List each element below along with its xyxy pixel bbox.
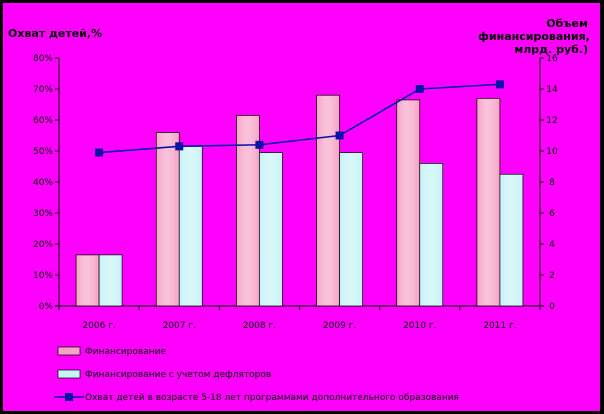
left-tick-label: 80% — [33, 54, 53, 64]
left-tick-label: 0% — [39, 302, 54, 312]
bar-highlight — [500, 175, 522, 305]
chart-legend: Финансирование Финансирование с учетом де… — [54, 346, 459, 403]
left-tick-label: 50% — [33, 147, 53, 157]
x-tick-label: 2008 г. — [243, 321, 276, 331]
left-tick-label: 60% — [33, 116, 53, 126]
coverage-point — [175, 142, 184, 151]
legend-coverage-label: Охват детей в возрасте 5-18 лет программ… — [85, 393, 459, 403]
bar-highlight — [77, 255, 99, 305]
chart-ticks: 0% 10% 20% 30% 40% 50% 60% 70% 80% 0 2 4 6 8 10 12 14 16 2… — [33, 54, 558, 331]
bar-highlight — [237, 116, 259, 305]
x-tick-label: 2010 г. — [403, 321, 436, 331]
x-tick-label: 2009 г. — [323, 321, 356, 331]
legend-financing-swatch — [57, 346, 81, 356]
bar-highlight — [260, 153, 282, 305]
coverage-line — [99, 83, 500, 154]
right-tick-label: 8 — [549, 178, 555, 188]
bar-highlight — [317, 96, 339, 305]
chart-axes — [58, 58, 541, 307]
chart-line — [95, 80, 504, 157]
bar-highlight — [397, 100, 419, 305]
legend-deflated-swatch — [57, 369, 81, 379]
right-tick-label: 4 — [549, 240, 555, 250]
right-axis-title-line-2: финансирования, — [478, 30, 590, 43]
coverage-point — [255, 140, 264, 149]
chart-background: Охват детей,% Объем финансирования, млрд… — [3, 3, 600, 411]
right-tick-label: 16 — [546, 54, 558, 64]
bar-highlight — [420, 164, 442, 305]
x-tick-label: 2006 г. — [82, 321, 115, 331]
bar-highlight — [180, 147, 202, 305]
left-tick-label: 20% — [33, 240, 53, 250]
right-tick-label: 2 — [549, 271, 555, 281]
right-tick-label: 12 — [546, 116, 557, 126]
bar-highlight — [100, 255, 122, 305]
chart-bars — [75, 94, 524, 307]
left-tick-label: 30% — [33, 209, 53, 219]
coverage-point — [335, 131, 344, 140]
chart-svg: 0% 10% 20% 30% 40% 50% 60% 70% 80% 0 2 4 6 8 10 12 14 16 2… — [33, 54, 558, 403]
right-tick-label: 6 — [549, 209, 555, 219]
bar-highlight — [340, 153, 362, 305]
x-tick-label: 2007 г. — [163, 321, 196, 331]
x-tick-label: 2011 г. — [483, 321, 516, 331]
legend-financing-label: Финансирование — [85, 347, 166, 357]
right-axis-title: Объем финансирования, млрд. руб.) — [478, 17, 590, 56]
legend-deflated-label: Финансирование с учетом дефляторов — [85, 370, 271, 380]
right-tick-label: 14 — [546, 85, 558, 95]
bar-highlight — [157, 133, 179, 305]
coverage-point — [415, 85, 424, 93]
left-tick-label: 40% — [33, 178, 53, 188]
left-tick-label: 70% — [33, 85, 53, 95]
legend-coverage-swatch-marker — [65, 393, 73, 401]
right-tick-label: 10 — [546, 147, 558, 157]
right-axis-title-line-1: Объем — [546, 17, 588, 30]
coverage-point — [95, 148, 104, 157]
right-tick-label: 0 — [549, 302, 555, 312]
right-axis-title-line-3: млрд. руб.) — [514, 43, 588, 56]
left-axis-title: Охват детей,% — [8, 27, 103, 40]
left-tick-label: 10% — [33, 271, 53, 281]
bar-highlight — [477, 99, 499, 305]
coverage-point — [495, 80, 504, 89]
